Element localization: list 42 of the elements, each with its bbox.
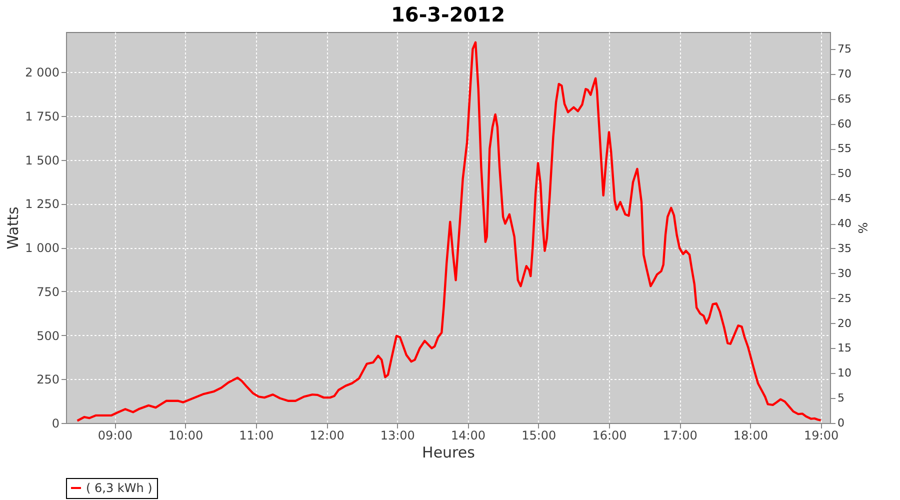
y2-tick-label: 40 [838, 217, 852, 230]
y-tick-label: 1 750 [25, 109, 60, 124]
x-tick-label: 12:00 [310, 428, 344, 442]
x-tick-label: 09:00 [98, 428, 133, 442]
x-axis-title: Heures [422, 444, 476, 462]
x-tick-label: 15:00 [522, 428, 556, 442]
x-tick-label: 11:00 [239, 428, 274, 442]
y2-tick-label: 0 [838, 416, 844, 430]
y2-tick-label: 70 [838, 67, 852, 80]
y2-tick-label: 30 [838, 266, 852, 280]
y-tick-label: 0 [52, 416, 60, 430]
y2-tick-label: 50 [838, 167, 852, 180]
x-tick-label: 16:00 [592, 428, 627, 442]
y2-tick-label: 15 [838, 342, 852, 355]
x-tick-label: 19:00 [804, 428, 839, 442]
y2-tick-label: 55 [838, 142, 852, 156]
y-axis-title: Watts [4, 206, 22, 250]
y-tick-label: 2 000 [25, 66, 60, 80]
x-tick-label: 10:00 [168, 428, 204, 442]
x-tick-label: 17:00 [662, 428, 698, 442]
y2-tick-label: 45 [838, 192, 852, 206]
y-tick-label: 1 250 [25, 197, 60, 212]
y2-tick-label: 10 [838, 366, 852, 380]
y2-tick-label: 5 [838, 392, 844, 405]
y-tick-label: 750 [36, 284, 60, 299]
x-tick-label: 18:00 [733, 428, 768, 442]
legend-label: ( 6,3 kWh ) [86, 481, 152, 495]
y2-tick-label: 75 [838, 42, 852, 56]
y2-tick-label: 35 [838, 242, 852, 255]
y2-tick-label: 65 [838, 92, 852, 106]
y-tick-label: 250 [36, 372, 60, 387]
y2-tick-label: 25 [838, 292, 852, 305]
y-tick-label: 1 500 [25, 153, 60, 168]
x-tick-label: 14:00 [450, 428, 486, 442]
y2-tick-label: 20 [838, 316, 852, 330]
y2-axis-title: % [855, 222, 870, 234]
chart-title: 16-3-2012 [390, 2, 506, 26]
y2-tick-label: 60 [838, 117, 852, 130]
x-tick-label: 13:00 [380, 428, 415, 442]
y-tick-label: 500 [36, 328, 60, 343]
line-series [76, 41, 822, 422]
y-tick-label: 1 000 [25, 241, 60, 256]
